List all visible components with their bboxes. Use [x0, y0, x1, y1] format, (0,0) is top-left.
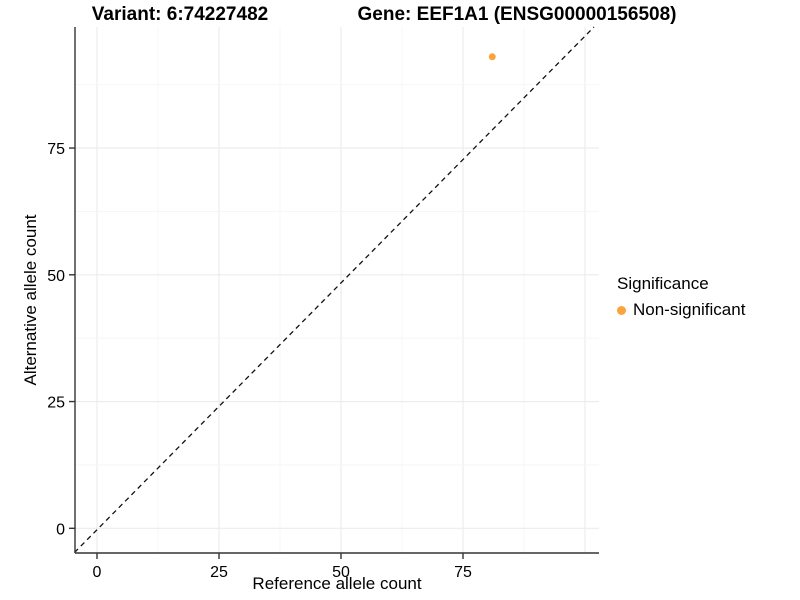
y-tick-label: 0 — [56, 521, 65, 538]
data-point — [488, 53, 496, 61]
legend-item-non-significant: Non-significant — [617, 300, 745, 320]
x-tick-label: 0 — [93, 564, 102, 581]
legend: Significance Non-significant — [617, 274, 745, 320]
x-tick-label: 25 — [210, 564, 228, 581]
variant-title: Variant: 6:74227482 — [91, 4, 269, 25]
x-tick-label: 75 — [454, 564, 472, 581]
y-tick-label: 75 — [47, 141, 65, 158]
x-tick-label: 50 — [332, 564, 350, 581]
legend-point-icon — [617, 305, 626, 315]
legend-title: Significance — [617, 274, 709, 293]
x-axis-title: Reference allele count — [252, 574, 422, 593]
y-axis-title: Alternative allele count — [21, 214, 40, 386]
gene-title: Gene: EEF1A1 (ENSG00000156508) — [357, 4, 677, 25]
y-tick-label: 50 — [47, 268, 65, 285]
y-tick-label: 25 — [47, 395, 65, 412]
identity-dashed-line — [74, 26, 595, 553]
legend-item-label: Non-significant — [633, 300, 746, 319]
